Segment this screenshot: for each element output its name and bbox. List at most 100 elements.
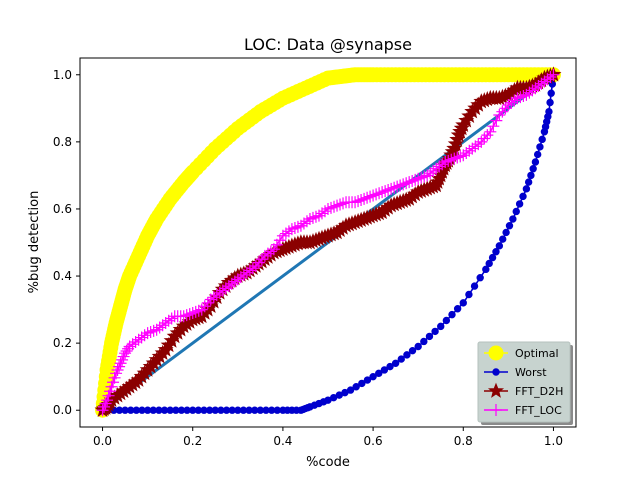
data-point — [524, 178, 533, 186]
data-point — [162, 314, 175, 327]
data-point — [261, 247, 274, 260]
data-point — [312, 209, 325, 222]
y-tick-label: 0.4 — [53, 269, 72, 283]
legend-marker — [488, 345, 504, 361]
data-point — [415, 171, 428, 184]
data-point — [517, 90, 530, 103]
data-point — [493, 109, 506, 122]
data-point — [228, 275, 241, 288]
data-point — [459, 299, 467, 307]
data-point — [397, 178, 410, 191]
data-point — [231, 273, 244, 286]
data-point — [285, 223, 298, 236]
data-point — [388, 181, 401, 194]
x-axis-label: %code — [306, 455, 350, 470]
data-point — [337, 197, 350, 210]
data-point — [150, 323, 163, 336]
data-point — [240, 266, 253, 279]
data-point — [153, 321, 166, 334]
data-point — [294, 219, 307, 232]
data-point — [113, 360, 126, 373]
data-point — [204, 293, 217, 306]
data-point — [406, 175, 419, 187]
x-tick-label: 0.6 — [364, 434, 383, 448]
data-point — [291, 220, 304, 233]
data-point — [442, 154, 455, 167]
x-axis: 0.0 0.2 0.4 0.6 0.8 1.0 — [93, 427, 563, 448]
data-point — [376, 186, 389, 199]
data-point — [141, 327, 154, 340]
data-point — [183, 308, 196, 321]
data-point — [502, 98, 515, 111]
data-point — [201, 296, 214, 309]
data-point — [472, 138, 485, 151]
series-optimal — [95, 67, 561, 418]
data-point — [252, 256, 265, 269]
data-point — [463, 144, 476, 157]
chart-title: LOC: Data @synapse — [244, 35, 412, 54]
data-point — [159, 317, 172, 330]
data-point — [110, 367, 123, 380]
data-point — [482, 265, 490, 274]
data-point — [533, 150, 542, 159]
data-point — [485, 259, 493, 268]
data-point — [409, 173, 422, 186]
data-point — [264, 245, 277, 258]
series-diagonal — [101, 73, 555, 412]
data-point — [346, 386, 355, 394]
data-point — [225, 277, 238, 290]
data-point — [144, 325, 157, 338]
data-point — [421, 169, 434, 182]
data-point — [448, 152, 461, 165]
data-point — [547, 68, 560, 81]
data-point — [249, 259, 262, 272]
data-point — [258, 249, 271, 262]
data-point — [465, 290, 473, 299]
data-point — [547, 89, 555, 97]
data-point — [470, 282, 479, 290]
data-point — [544, 71, 557, 84]
data-point — [300, 215, 313, 228]
data-point — [386, 362, 394, 371]
legend: Optimal Worst FFT_D2H FFT_LOC — [477, 341, 573, 425]
data-point — [180, 309, 193, 322]
y-tick-label: 0.0 — [53, 403, 72, 417]
legend-label: FFT_LOC — [515, 404, 562, 417]
data-point — [111, 363, 124, 376]
legend-item: FFT_D2H — [484, 382, 563, 398]
data-point — [400, 177, 413, 190]
data-point — [370, 188, 383, 201]
data-point — [129, 336, 142, 349]
plot-area — [94, 66, 562, 418]
data-point — [442, 316, 451, 325]
x-tick-label: 0.8 — [454, 434, 473, 448]
data-point — [425, 332, 434, 341]
data-point — [369, 372, 377, 381]
data-point — [476, 274, 484, 282]
data-point — [412, 172, 425, 185]
data-point — [255, 253, 268, 266]
data-point — [495, 242, 504, 250]
data-point — [454, 150, 467, 163]
y-tick-label: 0.6 — [53, 202, 72, 216]
y-tick-label: 0.2 — [53, 336, 72, 350]
data-point — [352, 195, 365, 208]
series-line — [101, 73, 555, 412]
data-point — [532, 79, 545, 92]
data-point — [526, 84, 539, 97]
data-point — [192, 304, 205, 317]
data-point — [355, 194, 368, 207]
y-tick-label: 1.0 — [53, 68, 72, 82]
data-point — [349, 196, 362, 209]
data-point — [451, 151, 464, 164]
data-point — [475, 135, 488, 148]
data-point — [331, 199, 344, 212]
data-point — [403, 176, 416, 189]
data-point — [288, 221, 301, 234]
data-point — [363, 376, 372, 384]
data-point — [99, 397, 112, 410]
data-point — [522, 185, 531, 193]
legend-box — [477, 341, 571, 423]
data-point — [243, 264, 256, 277]
